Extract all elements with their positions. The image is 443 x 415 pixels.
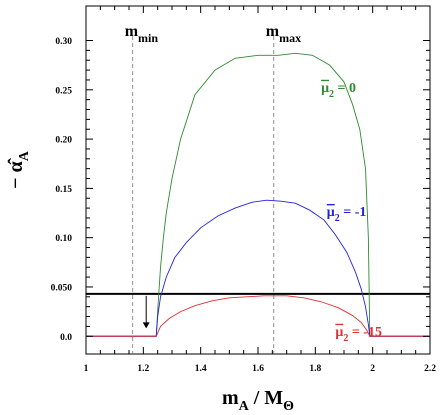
x-tick-label: 1.2 (137, 364, 149, 374)
series-line-1 (86, 199, 430, 337)
series-label-1: μ2 = -1 (327, 205, 367, 224)
x-tick-label: 1.6 (252, 364, 264, 374)
annotations: μ2 = 0 μ2 = -1 μ2 = -15 (321, 81, 382, 344)
series-label-0: μ2 = 0 (321, 81, 356, 100)
series-layer (86, 52, 430, 337)
y-tick-label: 0.15 (55, 185, 72, 195)
axis-tick-labels: 1 1.2 1.4 1.6 1.8 2 2.2 0.0 0.050 0.10 0.15 0.20 0.2… (51, 37, 437, 374)
series-label-2: μ2 = -15 (335, 325, 382, 344)
plot-frame (85, 5, 431, 355)
x-tick-label: 2.2 (424, 364, 436, 374)
y-tick-label: 0.20 (55, 136, 72, 146)
y-tick-label: 0.25 (55, 86, 72, 96)
x-axis-title: mA / MΘ (222, 387, 294, 414)
axis-ticks (85, 6, 431, 354)
plot-border (85, 5, 431, 355)
series-line-0 (86, 52, 430, 337)
y-tick-label: 0.10 (55, 234, 72, 244)
series-line-2 (86, 295, 430, 337)
reference-lines: mmin mmax (86, 23, 430, 354)
vline-label-min: mmin (125, 23, 159, 45)
x-tick-label: 1.8 (309, 364, 321, 374)
y-tick-label: 0.050 (51, 283, 73, 293)
vline-label-max: mmax (266, 23, 301, 45)
y-tick-label: 0.30 (55, 37, 72, 47)
y-tick-label: 0.0 (60, 333, 72, 343)
arrow-head (142, 322, 150, 329)
y-axis-title: − α̂A (5, 150, 32, 189)
x-tick-label: 1.4 (195, 364, 207, 374)
x-tick-label: 1 (84, 364, 89, 374)
x-tick-label: 2 (370, 364, 375, 374)
